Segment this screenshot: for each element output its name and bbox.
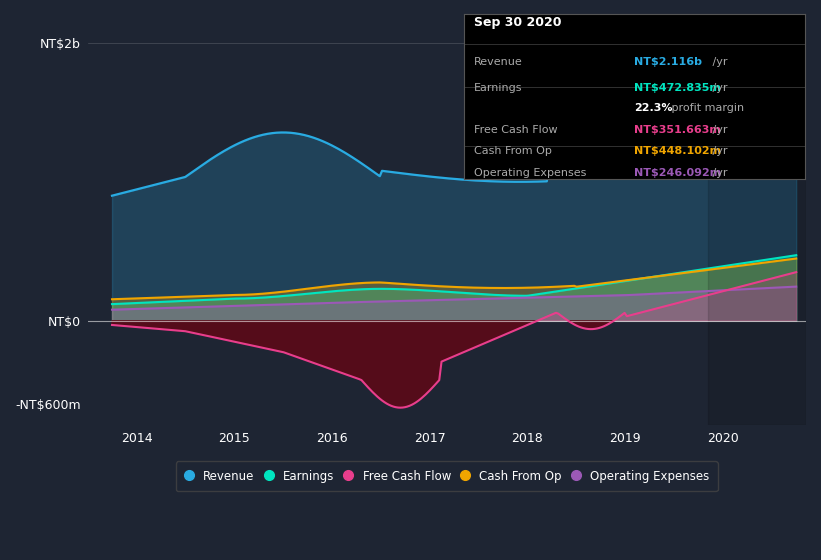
- Text: Sep 30 2020: Sep 30 2020: [474, 16, 562, 29]
- Text: NT$351.663m: NT$351.663m: [635, 124, 721, 134]
- Text: /yr: /yr: [709, 57, 727, 67]
- Text: NT$2.116b: NT$2.116b: [635, 57, 702, 67]
- Text: 22.3%: 22.3%: [635, 103, 672, 113]
- Text: profit margin: profit margin: [668, 103, 745, 113]
- Text: Revenue: Revenue: [474, 57, 523, 67]
- Text: Cash From Op: Cash From Op: [474, 146, 552, 156]
- Bar: [709, 15, 806, 425]
- Text: Operating Expenses: Operating Expenses: [474, 167, 586, 178]
- Text: NT$448.102m: NT$448.102m: [635, 146, 722, 156]
- Text: NT$472.835m: NT$472.835m: [635, 83, 721, 94]
- Text: /yr: /yr: [709, 83, 727, 94]
- Text: /yr: /yr: [709, 167, 727, 178]
- Text: /yr: /yr: [709, 146, 727, 156]
- Legend: Revenue, Earnings, Free Cash Flow, Cash From Op, Operating Expenses: Revenue, Earnings, Free Cash Flow, Cash …: [176, 461, 718, 491]
- Text: Free Cash Flow: Free Cash Flow: [474, 124, 557, 134]
- Text: Earnings: Earnings: [474, 83, 523, 94]
- Text: /yr: /yr: [709, 124, 727, 134]
- Text: NT$246.092m: NT$246.092m: [635, 167, 722, 178]
